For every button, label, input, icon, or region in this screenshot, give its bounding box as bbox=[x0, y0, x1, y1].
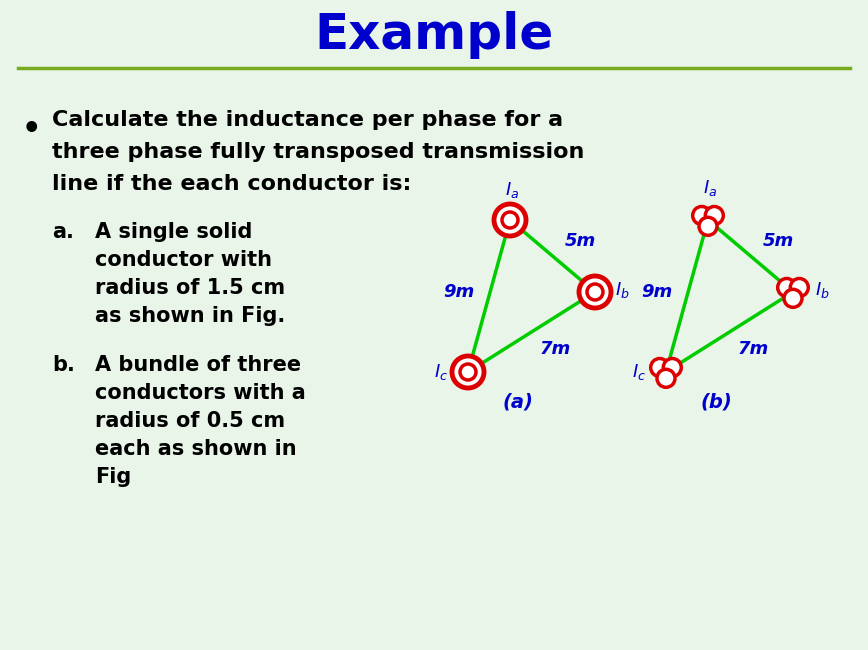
Text: conductors with a: conductors with a bbox=[95, 383, 306, 403]
Circle shape bbox=[706, 207, 723, 224]
Circle shape bbox=[657, 369, 675, 387]
Circle shape bbox=[579, 276, 611, 308]
Text: 5m: 5m bbox=[762, 232, 793, 250]
Text: radius of 1.5 cm: radius of 1.5 cm bbox=[95, 278, 285, 298]
Text: 7m: 7m bbox=[738, 340, 769, 358]
Text: •: • bbox=[22, 115, 42, 144]
Circle shape bbox=[587, 284, 603, 300]
Text: (b): (b) bbox=[700, 393, 732, 411]
Text: line if the each conductor is:: line if the each conductor is: bbox=[52, 174, 411, 194]
Text: (a): (a) bbox=[503, 393, 534, 411]
Circle shape bbox=[502, 212, 518, 228]
Text: $I_c$: $I_c$ bbox=[434, 362, 448, 382]
Text: radius of 0.5 cm: radius of 0.5 cm bbox=[95, 411, 285, 431]
Text: Example: Example bbox=[314, 11, 554, 59]
Text: conductor with: conductor with bbox=[95, 250, 272, 270]
Circle shape bbox=[663, 359, 681, 376]
Circle shape bbox=[784, 289, 802, 307]
Text: $I_c$: $I_c$ bbox=[632, 362, 646, 382]
Text: A bundle of three: A bundle of three bbox=[95, 355, 301, 375]
Text: a.: a. bbox=[52, 222, 74, 242]
Text: b.: b. bbox=[52, 355, 75, 375]
Text: 9m: 9m bbox=[641, 283, 673, 301]
Text: $I_a$: $I_a$ bbox=[703, 178, 717, 198]
Circle shape bbox=[452, 356, 484, 388]
Circle shape bbox=[790, 278, 808, 296]
Text: 9m: 9m bbox=[444, 283, 475, 301]
Text: 5m: 5m bbox=[564, 232, 595, 250]
Text: each as shown in: each as shown in bbox=[95, 439, 297, 459]
Text: three phase fully transposed transmission: three phase fully transposed transmissio… bbox=[52, 142, 584, 162]
Circle shape bbox=[693, 207, 711, 224]
Text: $I_b$: $I_b$ bbox=[815, 280, 830, 300]
Text: $I_a$: $I_a$ bbox=[505, 180, 519, 200]
Circle shape bbox=[651, 359, 668, 376]
Text: as shown in Fig.: as shown in Fig. bbox=[95, 306, 286, 326]
Circle shape bbox=[699, 217, 717, 235]
Circle shape bbox=[778, 278, 796, 296]
Text: $I_b$: $I_b$ bbox=[615, 280, 629, 300]
Text: Fig: Fig bbox=[95, 467, 131, 487]
Circle shape bbox=[460, 364, 476, 380]
Text: 7m: 7m bbox=[540, 340, 571, 358]
Text: A single solid: A single solid bbox=[95, 222, 253, 242]
Text: Calculate the inductance per phase for a: Calculate the inductance per phase for a bbox=[52, 110, 563, 130]
Circle shape bbox=[494, 204, 526, 236]
